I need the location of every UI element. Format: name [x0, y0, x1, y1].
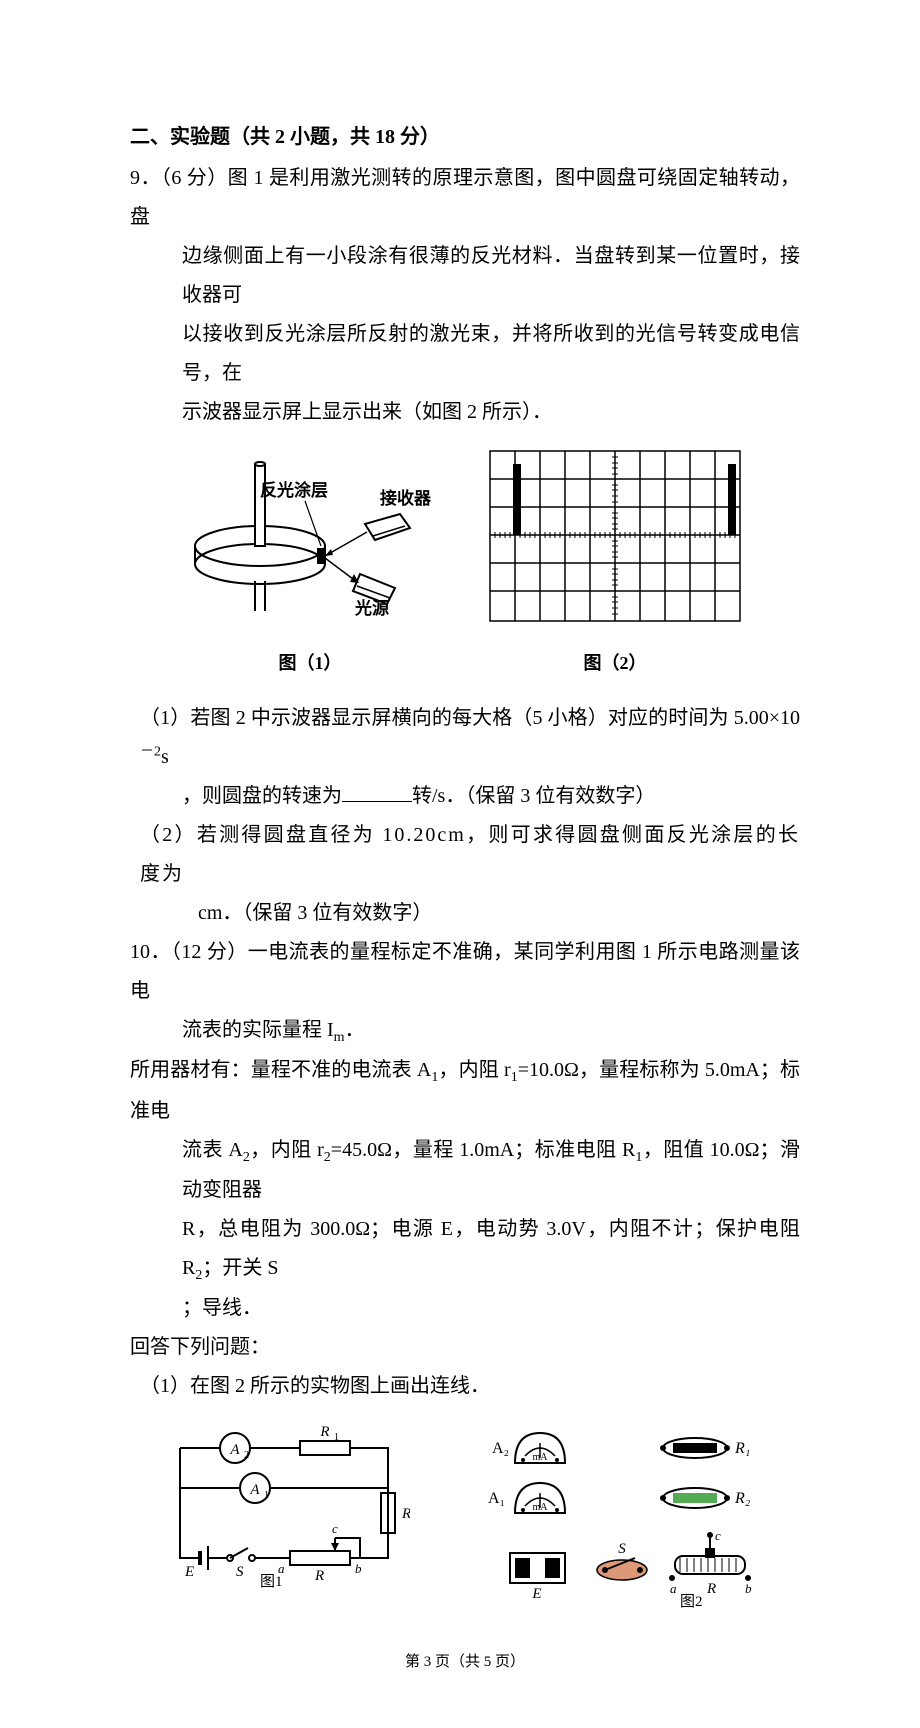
q9-sub1a-tail: s	[161, 746, 169, 768]
a2-label: A₂	[492, 1440, 509, 1457]
fig1-caption: 图（1）	[185, 646, 435, 681]
q10-line2: 流表的实际量程 Im．	[130, 1011, 800, 1051]
svg-text:E: E	[184, 1564, 194, 1580]
q10-mat2: 流表 A2，内阻 r2=45.0Ω，量程 1.0mA；标准电阻 R1，阻值 10…	[130, 1131, 800, 1210]
q10-sub1: （1）在图 2 所示的实物图上画出连线．	[130, 1367, 800, 1406]
q9-sub1a: （1）若图 2 中示波器显示屏横向的每大格（5 小格）对应的时间为 5.00×1…	[130, 699, 800, 777]
circuit-cap1: 图1	[260, 1573, 283, 1588]
q10-figures-row: A 2 R 1 A 1 R 2 a b c	[130, 1418, 800, 1608]
svg-text:a: a	[670, 1581, 677, 1596]
q9-sub1a-sup: －2	[140, 744, 161, 759]
q9-figure1-wrap: 反光涂层 接收器 光源 图（1）	[185, 446, 435, 681]
q9-sub1b-text: ，则圆盘的转速为	[182, 785, 342, 807]
svg-text:c: c	[332, 1521, 338, 1536]
t: 所用器材有：量程不准的电流表 A	[130, 1059, 431, 1081]
svg-text:E: E	[531, 1586, 541, 1602]
t: =45.0Ω，量程 1.0mA；标准电阻 R	[331, 1139, 636, 1161]
section-header: 二、实验题（共 2 小题，共 18 分）	[130, 118, 800, 157]
q9-figures-row: 反光涂层 接收器 光源 图（1）	[130, 446, 800, 681]
svg-text:1: 1	[334, 1432, 339, 1443]
svg-text:c: c	[715, 1528, 721, 1543]
q10-body1-sub: m	[334, 1030, 345, 1045]
svg-text:R: R	[706, 1581, 716, 1597]
q10-body1: 流表的实际量程 I	[182, 1019, 334, 1041]
q9-line3: 以接收到反光涂层所反射的激光束，并将所收到的光信号转变成电信号，在	[130, 315, 800, 393]
t: 流表 A	[182, 1139, 243, 1161]
oscilloscope-diagram-icon	[485, 446, 745, 626]
q9-figure2-wrap: 图（2）	[485, 446, 745, 681]
q9-sub1a-text: （1）若图 2 中示波器显示屏横向的每大格（5 小格）对应的时间为 5.00×1…	[140, 707, 800, 729]
q10-ans-header: 回答下列问题：	[130, 1328, 800, 1367]
circuit-cap2: 图2	[680, 1593, 703, 1608]
q9-line4: 示波器显示屏上显示出来（如图 2 所示）．	[130, 393, 800, 432]
svg-text:2: 2	[244, 1450, 249, 1461]
svg-text:R: R	[319, 1424, 329, 1440]
coating-label: 反光涂层	[260, 480, 328, 500]
svg-text:1: 1	[264, 1490, 269, 1501]
s: 2	[243, 1150, 250, 1165]
r2-label: R₂	[734, 1490, 751, 1507]
t: ，内阻 r	[250, 1139, 324, 1161]
receiver-label: 接收器	[380, 488, 432, 508]
disk-diagram-icon: 反光涂层 接收器 光源	[185, 446, 435, 626]
q10-mat3: R，总电阻为 300.0Ω；电源 E，电动势 3.0V，内阻不计；保护电阻 R2…	[130, 1210, 800, 1289]
q9-sub1b: ，则圆盘的转速为 转/s．（保留 3 位有效数字）	[130, 777, 800, 816]
svg-text:A: A	[249, 1482, 260, 1498]
svg-text:mA: mA	[533, 1502, 549, 1513]
q10-body1-tail: ．	[345, 1019, 365, 1041]
q9-sub1b-tail: 转/s．（保留 3 位有效数字）	[412, 785, 655, 807]
svg-text:S: S	[618, 1541, 626, 1557]
svg-text:b: b	[745, 1581, 752, 1596]
source-label: 光源	[354, 598, 389, 618]
fig2-caption: 图（2）	[485, 646, 745, 681]
q9-sub2b: cm．（保留 3 位有效数字）	[130, 894, 800, 933]
q9-line1: 9．（6 分）图 1 是利用激光测转的原理示意图，图中圆盘可绕固定轴转动，盘	[130, 159, 800, 237]
t: ，内阻 r	[438, 1059, 510, 1081]
a1-label: A₁	[488, 1490, 505, 1507]
q10-mat4: ；导线．	[130, 1289, 800, 1328]
circuit-schematic-icon: A 2 R 1 A 1 R 2 a b c	[160, 1418, 410, 1588]
svg-text:b: b	[355, 1561, 362, 1576]
svg-text:mA: mA	[533, 1452, 549, 1463]
svg-text:S: S	[236, 1564, 244, 1580]
s: 1	[511, 1070, 518, 1085]
svg-text:A: A	[229, 1442, 240, 1458]
t: ；开关 S	[202, 1257, 278, 1279]
q9-sub2a: （2）若测得圆盘直径为 10.20cm，则可求得圆盘侧面反光涂层的长度为	[130, 816, 800, 894]
svg-text:R: R	[314, 1568, 324, 1584]
blank-fill	[342, 782, 412, 802]
q10-mat1: 所用器材有：量程不准的电流表 A1，内阻 r1=10.0Ω，量程标称为 5.0m…	[130, 1051, 800, 1130]
q10-line1: 10．（12 分）一电流表的量程标定不准确，某同学利用图 1 所示电路测量该电	[130, 933, 800, 1011]
physical-layout-icon: mA A₂ R₁ mA A₁ R₂ E	[450, 1418, 770, 1608]
q9-line2: 边缘侧面上有一小段涂有很薄的反光材料．当盘转到某一位置时，接收器可	[130, 237, 800, 315]
page-footer: 第 3 页（共 5 页）	[130, 1648, 800, 1677]
s: 2	[324, 1150, 331, 1165]
svg-text:R: R	[401, 1506, 410, 1522]
r1-label: R₁	[734, 1440, 750, 1457]
